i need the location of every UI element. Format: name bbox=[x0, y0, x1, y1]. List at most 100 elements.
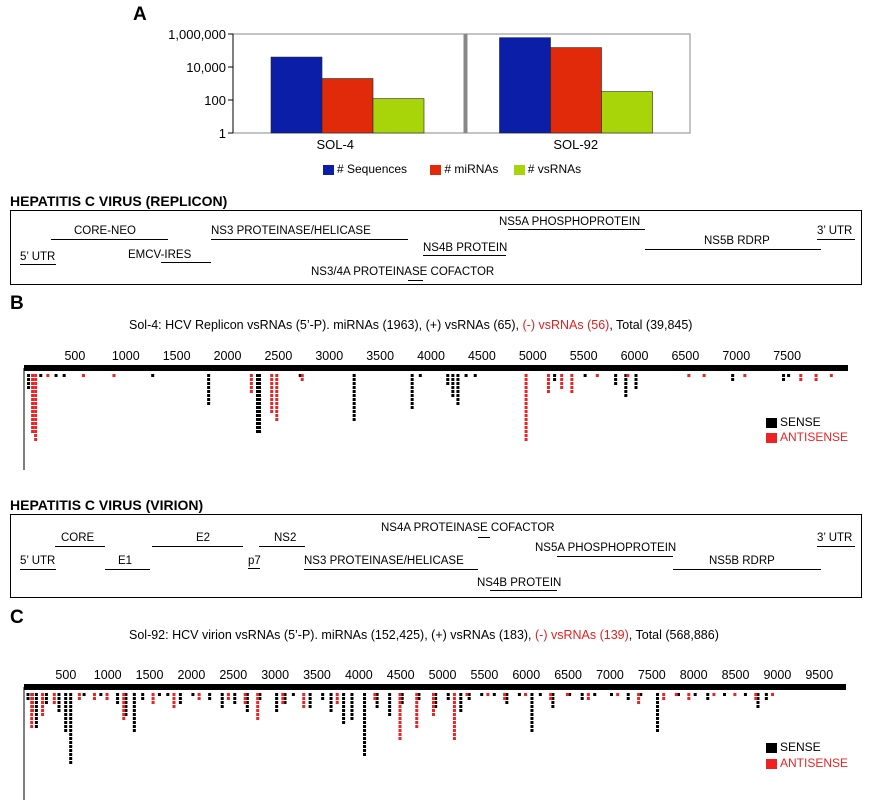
sense-vsrna-mark bbox=[124, 705, 128, 708]
sense-vsrna-mark bbox=[363, 705, 367, 708]
antisense-vsrna-mark bbox=[452, 717, 456, 720]
antisense-vsrna-mark bbox=[560, 386, 564, 389]
sense-vsrna-mark bbox=[634, 382, 638, 385]
sense-vsrna-mark bbox=[446, 382, 450, 385]
sense-vsrna-mark bbox=[258, 410, 262, 413]
sense-vsrna-mark bbox=[258, 426, 262, 429]
virion-ns2-line bbox=[259, 546, 305, 547]
antisense-vsrna-mark bbox=[549, 693, 553, 696]
x-tick-label: 6000 bbox=[621, 349, 649, 363]
antisense-vsrna-mark bbox=[302, 693, 306, 696]
sense-vsrna-mark bbox=[34, 697, 38, 700]
antisense-vsrna-mark bbox=[34, 422, 38, 425]
sense-vsrna-mark bbox=[505, 693, 509, 696]
antisense-vsrna-mark bbox=[34, 402, 38, 405]
antisense-vsrna-mark bbox=[77, 693, 81, 696]
sense-vsrna-mark bbox=[446, 374, 450, 377]
antisense-vsrna-mark bbox=[565, 693, 569, 696]
antisense-vsrna-mark bbox=[373, 693, 377, 696]
antisense-vsrna-mark bbox=[524, 438, 528, 441]
antisense-vsrna-mark bbox=[712, 693, 716, 696]
sense-vsrna-mark bbox=[656, 717, 660, 720]
sense-vsrna-mark bbox=[352, 398, 356, 401]
x-tick-label: 5000 bbox=[429, 668, 457, 682]
sense-vsrna-mark bbox=[459, 709, 463, 712]
sense-vsrna-mark bbox=[446, 697, 450, 700]
panel-letter-b: B bbox=[10, 293, 24, 314]
antisense-vsrna-mark bbox=[34, 430, 38, 433]
sense-vsrna-mark bbox=[69, 749, 73, 752]
sense-vsrna-mark bbox=[245, 701, 249, 704]
sense-vsrna-mark bbox=[178, 693, 182, 696]
sense-vsrna-mark bbox=[69, 753, 73, 756]
sense-vsrna-mark bbox=[538, 693, 542, 696]
sense-vsrna-mark bbox=[26, 693, 30, 696]
antisense-vsrna-mark bbox=[256, 713, 260, 716]
sense-vsrna-mark bbox=[505, 697, 509, 700]
sense-vsrna-mark bbox=[245, 697, 249, 700]
legend-item-mirnas: # miRNAs bbox=[430, 162, 498, 176]
sense-vsrna-mark bbox=[283, 697, 287, 700]
legend-item-sequences: # Sequences bbox=[323, 162, 407, 176]
antisense-vsrna-mark bbox=[122, 717, 126, 720]
antisense-vsrna-mark bbox=[415, 697, 419, 700]
antisense-vsrna-mark bbox=[270, 374, 274, 377]
sense-vsrna-mark bbox=[400, 701, 404, 704]
x-tick-label: 4500 bbox=[387, 668, 415, 682]
sense-vsrna-mark bbox=[258, 394, 262, 397]
sense-vsrna-mark bbox=[329, 705, 333, 708]
sense-vsrna-mark bbox=[352, 410, 356, 413]
antisense-vsrna-mark bbox=[34, 418, 38, 421]
virion-utr3-line bbox=[817, 546, 855, 547]
antisense-vsrna-mark bbox=[275, 394, 279, 397]
antisense-vsrna-mark bbox=[46, 374, 50, 377]
sense-vsrna-mark bbox=[207, 390, 211, 393]
antisense-vsrna-mark bbox=[335, 693, 339, 696]
antisense-vsrna-mark bbox=[31, 402, 35, 405]
antisense-vsrna-mark bbox=[616, 693, 620, 696]
antisense-vsrna-mark bbox=[432, 701, 435, 704]
antisense-vsrna-mark bbox=[452, 705, 456, 708]
antisense-vsrna-mark bbox=[524, 394, 528, 397]
antisense-vsrna-mark bbox=[256, 709, 260, 712]
antisense-vsrna-mark bbox=[398, 701, 402, 704]
sense-vsrna-mark bbox=[116, 697, 120, 700]
antisense-vsrna-mark bbox=[151, 693, 155, 696]
sense-vsrna-mark bbox=[69, 693, 73, 696]
sense-vsrna-mark bbox=[756, 693, 760, 696]
sense-vsrna-mark bbox=[530, 713, 534, 716]
sense-vsrna-mark bbox=[207, 394, 211, 397]
sense-vsrna-mark bbox=[178, 701, 182, 704]
sense-vsrna-mark bbox=[451, 374, 455, 377]
antisense-vsrna-mark bbox=[34, 394, 38, 397]
replicon-ns34a-line bbox=[408, 280, 423, 281]
sense-vsrna-mark bbox=[157, 693, 161, 696]
antisense-vsrna-mark bbox=[486, 693, 490, 696]
replicon-ns5a-line bbox=[508, 229, 645, 230]
sense-vsrna-mark bbox=[624, 378, 628, 381]
antisense-vsrna-mark bbox=[172, 693, 176, 696]
antisense-vsrna-mark bbox=[415, 713, 419, 716]
antisense-vsrna-mark bbox=[452, 737, 456, 740]
replicon-ns4b-line bbox=[423, 255, 506, 256]
sense-vsrna-mark bbox=[34, 701, 38, 704]
antisense-vsrna-mark bbox=[281, 697, 285, 700]
antisense-vsrna-mark bbox=[275, 378, 279, 381]
sense-vsrna-mark bbox=[551, 693, 555, 696]
antisense-vsrna-mark bbox=[122, 709, 126, 712]
sense-vsrna-mark bbox=[676, 693, 680, 696]
x-tick-label: 6500 bbox=[554, 668, 582, 682]
antisense-vsrna-mark bbox=[524, 378, 528, 381]
sense-vsrna-mark bbox=[255, 414, 259, 417]
panel-c-stack-plot: 500 1000 1500 2000 2500 3000 3500 4000 4500 5000 5… bbox=[23, 668, 846, 800]
virion-ns3-line bbox=[304, 569, 478, 570]
sense-vsrna-mark bbox=[624, 374, 628, 377]
antisense-vsrna-mark bbox=[570, 374, 574, 377]
sense-vsrna-mark bbox=[258, 378, 262, 381]
sense-vsrna-mark bbox=[69, 721, 73, 724]
sense-vsrna-mark bbox=[321, 697, 325, 700]
sense-vsrna-mark bbox=[624, 390, 628, 393]
antisense-vsrna-mark bbox=[415, 717, 419, 720]
sense-vsrna-mark bbox=[388, 713, 392, 716]
sense-vsrna-mark bbox=[124, 693, 128, 696]
